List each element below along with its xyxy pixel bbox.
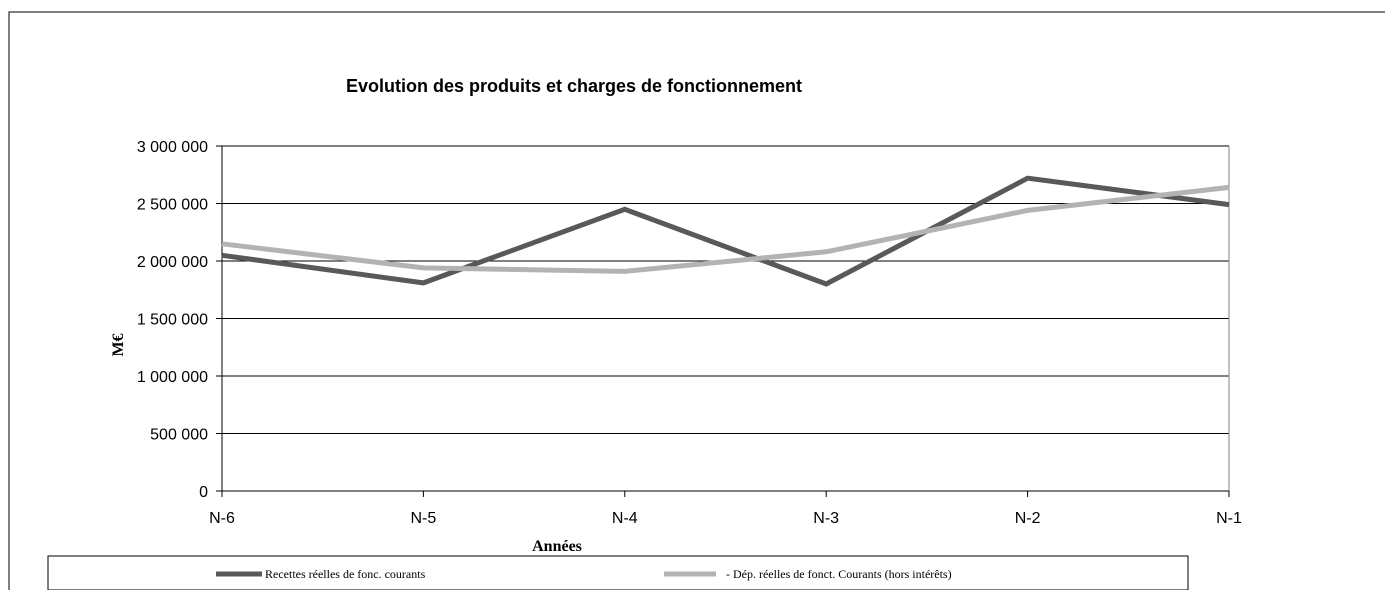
x-tick-label: N-5: [411, 510, 437, 527]
x-tick-label: N-2: [1015, 510, 1041, 527]
y-axis-title: M€: [110, 333, 127, 356]
y-tick-label: 0: [199, 484, 208, 501]
chart-border: [8, 11, 1385, 590]
series-line-1: [221, 175, 1230, 287]
series-line-2: [221, 184, 1230, 274]
y-tick-label: 3 000 000: [137, 139, 208, 156]
x-tick-label: N-6: [209, 510, 235, 527]
y-tick-label: 1 000 000: [137, 369, 208, 386]
legend: Recettes réelles de fonc. courants - Dép.…: [47, 555, 1189, 590]
legend-items: Recettes réelles de fonc. courants - Dép.…: [216, 567, 952, 581]
y-tick-label: 500 000: [150, 427, 208, 444]
x-tick-label: N-4: [612, 510, 638, 527]
y-tick-label: 2 000 000: [137, 254, 208, 271]
chart-title: Evolution des produits et charges de fon…: [346, 76, 802, 96]
legend-label-2: - Dép. réelles de fonct. Courants (hors …: [726, 567, 952, 581]
legend-label-1: Recettes réelles de fonc. courants: [265, 567, 426, 581]
x-axis-title: Années: [532, 538, 582, 555]
y-tick-label: 1 500 000: [137, 312, 208, 329]
x-tick-label: N-1: [1216, 510, 1242, 527]
grid-layer: [222, 145, 1229, 434]
y-tick-label: 2 500 000: [137, 197, 208, 214]
x-tick-labels: N-6 N-5 N-4 N-3 N-2 N-1: [209, 510, 1242, 527]
x-tick-label: N-3: [813, 510, 839, 527]
y-tick-labels: 0 500 000 1 000 000 1 500 000 2 000 000 2 500…: [137, 139, 208, 501]
series-layer: [221, 175, 1230, 287]
